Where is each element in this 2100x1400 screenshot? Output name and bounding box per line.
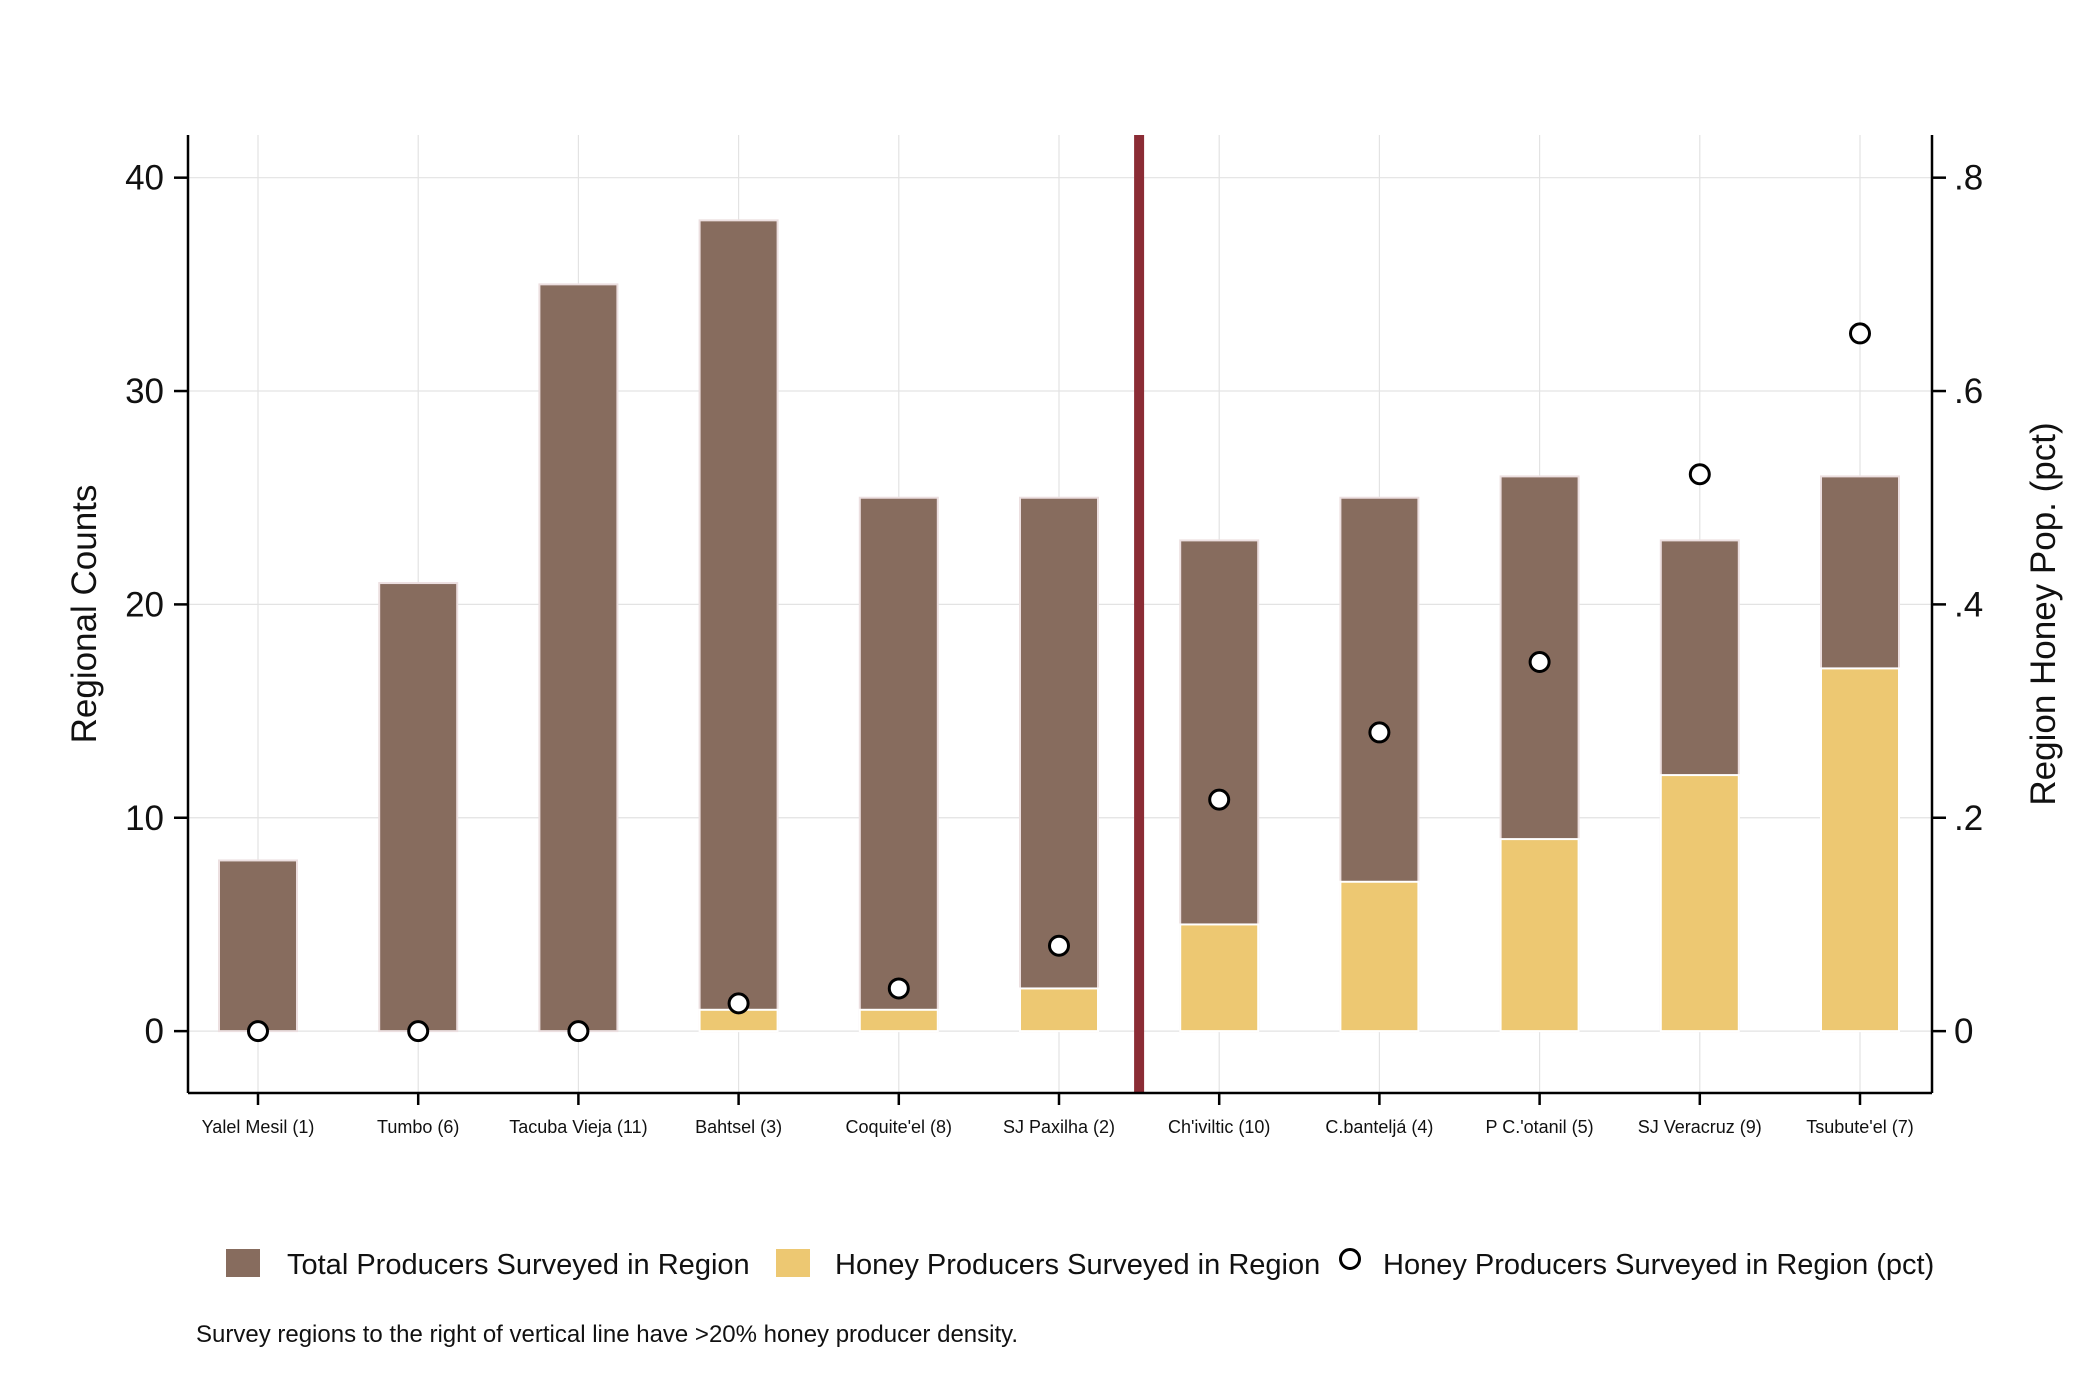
point-pct — [1528, 651, 1551, 674]
x-tick-label: Tacuba Vieja (11) — [509, 1117, 647, 1137]
y-tick-label: 40 — [125, 159, 164, 198]
x-tick-label: Tsubute'el (7) — [1806, 1117, 1914, 1137]
y-axis-title: Regional Counts — [65, 485, 104, 744]
bar-total — [538, 283, 619, 1033]
bars — [218, 219, 1900, 1033]
point-pct — [887, 977, 910, 1000]
point-pct — [1368, 721, 1391, 744]
x-tick-label: Coquite'el (8) — [846, 1117, 953, 1137]
point-pct — [1688, 463, 1711, 486]
chart-note: Survey regions to the right of vertical … — [196, 1321, 1018, 1348]
bar-honey — [1339, 880, 1420, 1033]
legend-label-total: Total Producers Surveyed in Region — [287, 1249, 750, 1281]
legend-swatch-honey — [776, 1249, 810, 1277]
point-pct — [1849, 322, 1871, 345]
axes — [174, 135, 1946, 1105]
bar-honey — [858, 1008, 939, 1033]
point-pct — [727, 992, 750, 1015]
legend-label-pct: Honey Producers Surveyed in Region (pct) — [1383, 1249, 1934, 1281]
x-tick-label: P C.'otanil (5) — [1486, 1117, 1594, 1137]
y2-tick-label: .8 — [1954, 159, 1983, 198]
bar-total — [698, 219, 779, 1033]
legend-marker-pct — [1339, 1248, 1361, 1270]
bar-honey — [1019, 987, 1099, 1033]
point-pct — [567, 1020, 590, 1043]
x-tick-label: C.banteljá (4) — [1325, 1117, 1433, 1137]
bar-honey — [1820, 667, 1900, 1033]
points — [247, 322, 1871, 1043]
legend-label-honey: Honey Producers Surveyed in Region — [835, 1249, 1320, 1281]
point-pct — [407, 1020, 430, 1043]
point-pct — [1208, 788, 1231, 811]
x-tick-label: SJ Veracruz (9) — [1638, 1117, 1762, 1137]
legend-swatch-total — [226, 1249, 260, 1277]
y-tick-label: 20 — [125, 585, 164, 624]
point-pct — [247, 1020, 269, 1043]
x-tick-label: Yalel Mesil (1) — [202, 1117, 315, 1137]
point-pct — [1048, 934, 1070, 957]
y2-tick-label: 0 — [1954, 1012, 1973, 1051]
y2-tick-label: .4 — [1954, 585, 1983, 624]
bar-honey — [1659, 774, 1740, 1033]
x-tick-label: Bahtsel (3) — [695, 1117, 782, 1137]
bar-total — [858, 496, 939, 1033]
x-tick-label: Ch'iviltic (10) — [1168, 1117, 1270, 1137]
y2-tick-label: .2 — [1954, 799, 1983, 838]
bar-honey — [1499, 838, 1580, 1033]
x-tick-label: Tumbo (6) — [377, 1117, 459, 1137]
y-tick-label: 10 — [125, 799, 164, 838]
y2-axis-title: Region Honey Pop. (pct) — [2024, 422, 2063, 805]
y-tick-label: 30 — [125, 372, 164, 411]
bar-total — [218, 859, 298, 1033]
y2-tick-label: .6 — [1954, 372, 1983, 411]
tick-labels: 0 10 20 30 40 0 .2 .4 .6 .8 Yalel Mesil (1) Tumbo (… — [125, 159, 1983, 1137]
bar-total — [378, 582, 459, 1033]
x-tick-label: SJ Paxilha (2) — [1003, 1117, 1115, 1137]
legend: Total Producers Surveyed in Region Honey … — [226, 1248, 1934, 1281]
y-tick-label: 0 — [145, 1012, 164, 1051]
bar-honey — [1179, 923, 1260, 1033]
